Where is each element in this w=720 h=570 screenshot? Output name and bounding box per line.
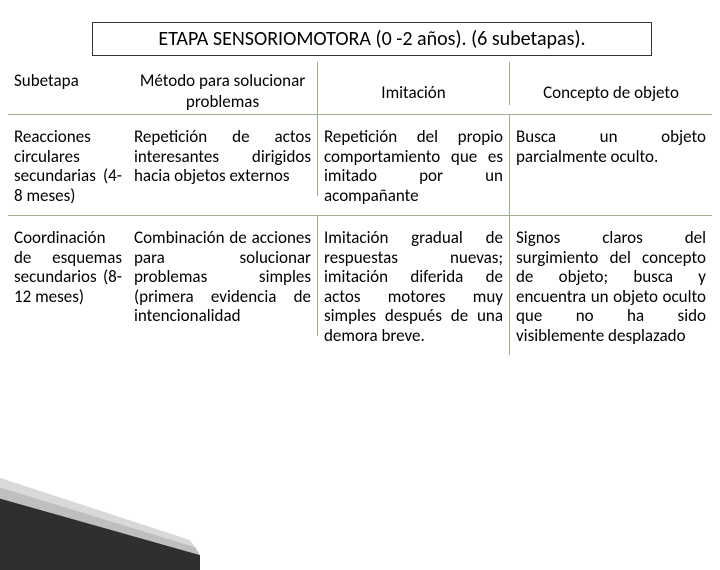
cell-metodo: Repetición de actos interesantes dirigid…: [128, 115, 318, 196]
cell-concepto: Signos claros del surgimiento del concep…: [510, 216, 712, 355]
decorative-wedge: [0, 450, 220, 570]
cell-concepto: Busca un objeto parcialmente oculto.: [510, 115, 712, 176]
cell-metodo: Combinación de acciones para solucionar …: [128, 216, 318, 336]
col-header-concepto: Concepto de objeto: [510, 62, 712, 105]
col-header-subetapa: Subetapa: [8, 62, 128, 93]
col-header-imitacion: Imitación: [318, 62, 510, 105]
col-header-metodo: Método para solucionar problemas: [128, 62, 318, 114]
table-row: Coordinación de esquemas secundarios (8-…: [8, 216, 712, 355]
cell-subetapa: Coordinación de esquemas secundarios (8-…: [8, 216, 128, 316]
page-title: ETAPA SENSORIOMOTORA (0 -2 años). (6 sub…: [92, 22, 652, 56]
content-table: Subetapa Método para solucionar problema…: [8, 62, 712, 355]
cell-imitacion: Imitación gradual de respuestas nuevas; …: [318, 216, 510, 355]
table-header-row: Subetapa Método para solucionar problema…: [8, 62, 712, 114]
cell-subetapa: Reacciones circulares secundarias (4-8 m…: [8, 115, 128, 215]
cell-imitacion: Repetición del propio comportamiento que…: [318, 115, 510, 215]
table-row: Reacciones circulares secundarias (4-8 m…: [8, 115, 712, 215]
